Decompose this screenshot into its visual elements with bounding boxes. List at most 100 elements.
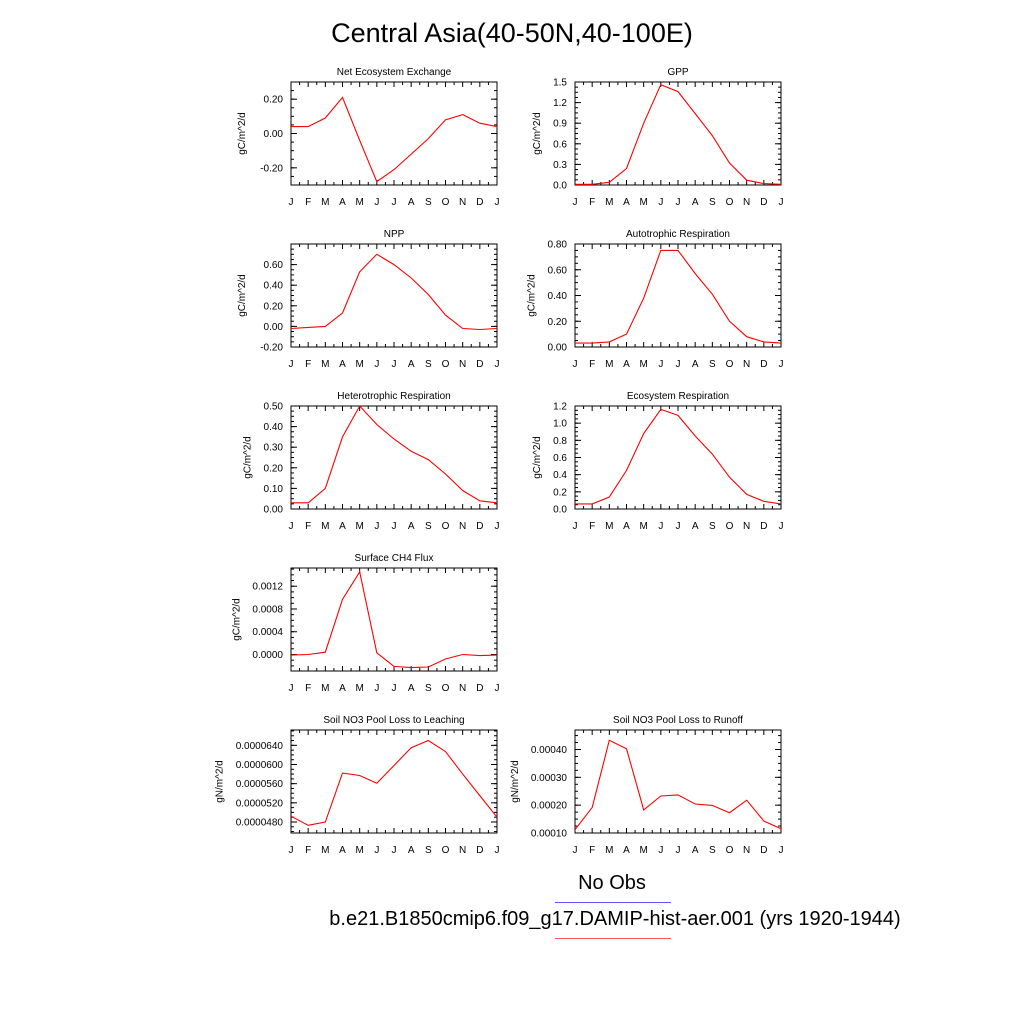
x-tick-label: J (289, 359, 294, 370)
y-tick-label: -0.20 (260, 163, 283, 174)
x-tick-label: J (779, 197, 784, 208)
x-tick-label: J (392, 359, 397, 370)
x-tick-label: O (726, 521, 734, 532)
x-tick-label: J (374, 521, 379, 532)
x-tick-label: A (339, 521, 346, 532)
y-tick-label: 0.20 (264, 463, 284, 474)
x-tick-label: F (589, 359, 595, 370)
y-tick-label: 0.0 (553, 505, 567, 516)
x-tick-label: M (355, 845, 363, 856)
x-tick-label: J (392, 197, 397, 208)
x-tick-label: D (476, 359, 483, 370)
x-tick-label: N (743, 359, 750, 370)
plot-frame (574, 243, 782, 348)
x-tick-label: N (459, 845, 466, 856)
x-tick-label: A (408, 197, 415, 208)
y-tick-label: 0.0 (553, 181, 567, 192)
y-tick-label: 1.2 (553, 402, 567, 413)
legend-obs-label: No Obs (578, 872, 646, 894)
x-tick-label: M (639, 521, 647, 532)
x-tick-label: S (425, 521, 432, 532)
x-tick-label: A (692, 845, 699, 856)
y-tick-label: 0.3 (553, 160, 567, 171)
series-line (575, 83, 782, 185)
x-tick-label: A (623, 845, 630, 856)
x-tick-label: J (779, 359, 784, 370)
x-tick-label: N (459, 359, 466, 370)
x-tick-label: A (339, 845, 346, 856)
x-tick-label: A (623, 521, 630, 532)
x-tick-label: S (425, 197, 432, 208)
x-tick-label: D (476, 521, 483, 532)
x-tick-label: N (459, 521, 466, 532)
y-tick-label: 0.00010 (531, 829, 568, 840)
x-tick-label: O (442, 521, 450, 532)
y-tick-label: 0.40 (264, 422, 284, 433)
y-tick-label: 0.00 (264, 322, 284, 333)
y-tick-label: 0.0000640 (236, 741, 284, 752)
y-tick-label: 0.60 (264, 260, 284, 271)
x-tick-label: J (374, 845, 379, 856)
y-tick-label: 0.80 (548, 240, 568, 251)
x-tick-label: J (779, 521, 784, 532)
x-tick-label: F (589, 197, 595, 208)
x-tick-label: A (623, 197, 630, 208)
y-tick-label: 1.0 (553, 419, 567, 430)
x-tick-label: M (321, 845, 329, 856)
plot-frame (290, 567, 498, 672)
y-axis-label: gN/m^2/d (510, 760, 521, 803)
x-tick-label: J (676, 197, 681, 208)
x-tick-label: D (476, 197, 483, 208)
x-tick-label: M (321, 197, 329, 208)
x-tick-label: O (442, 359, 450, 370)
y-tick-label: 0.00040 (531, 745, 568, 756)
y-tick-label: -0.20 (260, 343, 283, 354)
series-line (291, 96, 498, 183)
panel-title: NPP (384, 229, 405, 240)
x-tick-label: S (425, 359, 432, 370)
panel-title: Surface CH4 Flux (355, 553, 434, 564)
x-tick-label: M (639, 197, 647, 208)
x-tick-label: O (726, 197, 734, 208)
legend-model-line (555, 938, 671, 939)
x-tick-label: J (374, 683, 379, 694)
x-tick-label: J (289, 197, 294, 208)
y-tick-label: 0.0000 (252, 650, 283, 661)
x-tick-label: M (605, 845, 613, 856)
y-axis-label: gC/m^2/d (231, 598, 242, 641)
x-tick-label: D (760, 359, 767, 370)
legend-obs-line (555, 902, 671, 903)
y-tick-label: 0.8 (553, 436, 567, 447)
x-tick-label: J (495, 359, 500, 370)
x-tick-label: A (339, 359, 346, 370)
x-tick-label: A (408, 845, 415, 856)
x-tick-label: S (709, 197, 716, 208)
x-tick-label: J (495, 683, 500, 694)
y-tick-label: 0.20 (548, 317, 568, 328)
x-tick-label: N (743, 845, 750, 856)
y-tick-label: 0.50 (264, 402, 284, 413)
plot-frame (574, 405, 782, 510)
y-tick-label: 0.0008 (252, 604, 283, 615)
x-tick-label: O (442, 683, 450, 694)
x-tick-label: A (339, 683, 346, 694)
x-tick-label: J (495, 197, 500, 208)
y-tick-label: 0.40 (264, 281, 284, 292)
y-tick-label: 0.2 (553, 487, 567, 498)
x-tick-label: M (321, 521, 329, 532)
series-line (575, 408, 782, 505)
panel-title: Ecosystem Respiration (627, 391, 729, 402)
x-tick-label: M (605, 521, 613, 532)
x-tick-label: M (355, 197, 363, 208)
y-tick-label: 1.2 (553, 98, 567, 109)
y-axis-label: gC/m^2/d (237, 274, 248, 317)
series-line (574, 739, 782, 831)
y-tick-label: 0.9 (553, 119, 567, 130)
legend-model-label: b.e21.B1850cmip6.f09_g17.DAMIP-hist-aer.… (329, 908, 901, 930)
x-tick-label: S (709, 359, 716, 370)
x-tick-label: A (692, 197, 699, 208)
x-tick-label: J (658, 845, 663, 856)
